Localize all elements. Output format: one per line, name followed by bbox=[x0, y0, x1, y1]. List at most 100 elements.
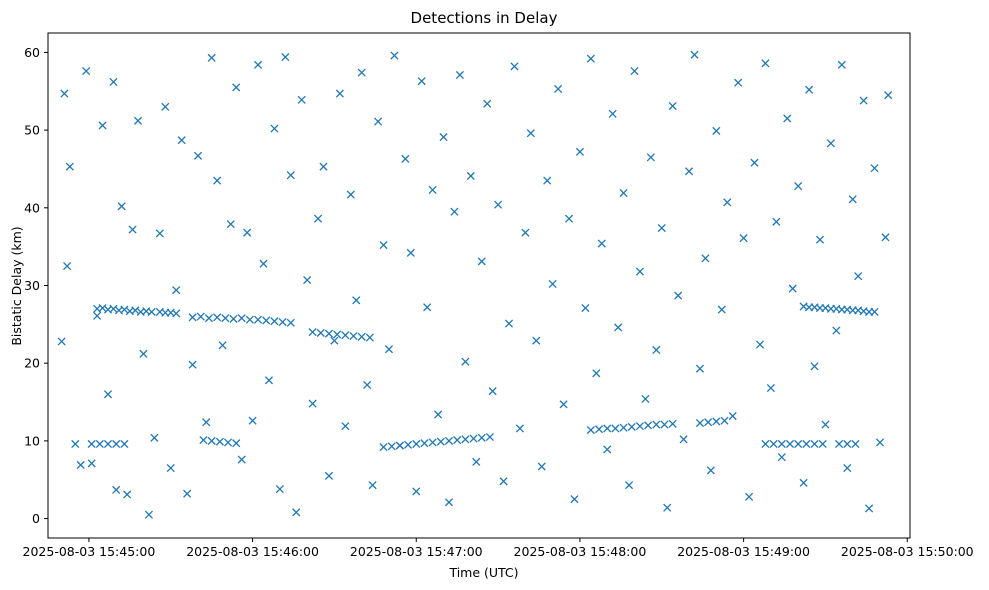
y-tick-label: 50 bbox=[24, 123, 40, 138]
data-point bbox=[112, 485, 121, 494]
data-point bbox=[112, 439, 121, 449]
data-point bbox=[717, 305, 726, 314]
y-tick-label: 10 bbox=[24, 433, 40, 448]
data-point bbox=[87, 439, 96, 449]
data-point bbox=[264, 376, 274, 385]
data-point bbox=[611, 424, 620, 433]
data-point bbox=[177, 136, 186, 145]
data-point bbox=[848, 195, 857, 204]
data-point bbox=[155, 229, 164, 238]
data-point bbox=[390, 51, 399, 60]
data-point bbox=[166, 464, 175, 473]
data-point bbox=[188, 313, 197, 322]
x-axis-title: Time (UTC) bbox=[448, 565, 518, 580]
data-point bbox=[346, 190, 355, 199]
data-point bbox=[308, 328, 317, 337]
data-point bbox=[384, 345, 394, 354]
data-point bbox=[253, 315, 263, 324]
data-point bbox=[455, 70, 464, 80]
data-point bbox=[57, 337, 66, 346]
data-point bbox=[674, 291, 683, 300]
data-point bbox=[330, 336, 339, 345]
data-point bbox=[253, 60, 263, 69]
data-point bbox=[401, 154, 410, 163]
data-point bbox=[488, 387, 497, 396]
data-point bbox=[147, 307, 156, 316]
data-point bbox=[875, 438, 885, 447]
data-point bbox=[575, 147, 584, 156]
data-point bbox=[63, 262, 72, 271]
data-point bbox=[379, 241, 388, 250]
x-axis: 2025-08-03 15:45:00 2025-08-03 15:46:00 20… bbox=[23, 538, 974, 559]
data-point bbox=[815, 235, 825, 244]
data-point bbox=[766, 383, 775, 393]
data-point bbox=[117, 202, 126, 211]
data-point bbox=[543, 176, 552, 185]
data-point bbox=[248, 416, 257, 425]
data-point bbox=[341, 331, 350, 340]
data-point bbox=[172, 286, 181, 295]
data-point bbox=[554, 84, 563, 93]
data-point bbox=[499, 477, 508, 486]
data-point bbox=[259, 259, 268, 268]
data-point bbox=[270, 124, 279, 133]
data-point bbox=[870, 307, 879, 316]
data-point bbox=[379, 443, 388, 452]
data-point bbox=[412, 439, 421, 449]
data-point bbox=[739, 234, 748, 243]
data-point bbox=[341, 422, 350, 431]
data-point bbox=[679, 435, 688, 444]
data-point bbox=[472, 457, 481, 466]
data-point bbox=[87, 459, 96, 468]
data-point bbox=[630, 67, 639, 76]
data-point bbox=[207, 53, 216, 62]
data-point bbox=[188, 360, 197, 369]
data-point bbox=[783, 114, 792, 123]
data-point bbox=[172, 309, 181, 318]
x-tick-label: 2025-08-03 15:47:00 bbox=[350, 544, 483, 559]
data-point bbox=[570, 495, 579, 504]
data-point bbox=[477, 257, 486, 266]
data-point bbox=[363, 380, 372, 390]
data-point bbox=[769, 439, 778, 449]
data-point bbox=[82, 67, 91, 76]
data-point bbox=[262, 316, 271, 325]
data-point bbox=[434, 410, 443, 419]
data-point bbox=[761, 439, 770, 449]
data-point bbox=[278, 317, 287, 327]
data-point bbox=[71, 439, 80, 449]
y-axis: 0 10 20 30 40 50 60 bbox=[24, 45, 48, 526]
data-point bbox=[881, 233, 890, 242]
data-point bbox=[532, 336, 541, 345]
data-point bbox=[526, 129, 535, 138]
data-point bbox=[851, 439, 860, 449]
data-point bbox=[635, 267, 645, 276]
data-point bbox=[785, 439, 795, 449]
data-point bbox=[477, 433, 486, 442]
data-point bbox=[690, 50, 699, 59]
data-point bbox=[755, 340, 765, 349]
data-point bbox=[810, 439, 819, 449]
data-point bbox=[144, 510, 153, 519]
data-point bbox=[723, 198, 732, 207]
data-point bbox=[420, 439, 429, 448]
data-point bbox=[103, 390, 113, 399]
data-point bbox=[65, 162, 74, 171]
data-point bbox=[232, 83, 241, 92]
data-point bbox=[668, 101, 677, 111]
data-point bbox=[859, 96, 868, 105]
data-point bbox=[215, 437, 224, 446]
data-point bbox=[98, 121, 107, 130]
data-point bbox=[352, 296, 361, 305]
data-point bbox=[270, 317, 279, 326]
data-point bbox=[608, 109, 617, 118]
data-point bbox=[128, 225, 137, 234]
data-point bbox=[799, 478, 808, 487]
data-point bbox=[483, 99, 492, 108]
data-point bbox=[109, 77, 118, 87]
data-point bbox=[221, 314, 230, 323]
data-point bbox=[450, 207, 459, 216]
data-point bbox=[428, 438, 437, 447]
data-point bbox=[614, 323, 623, 332]
